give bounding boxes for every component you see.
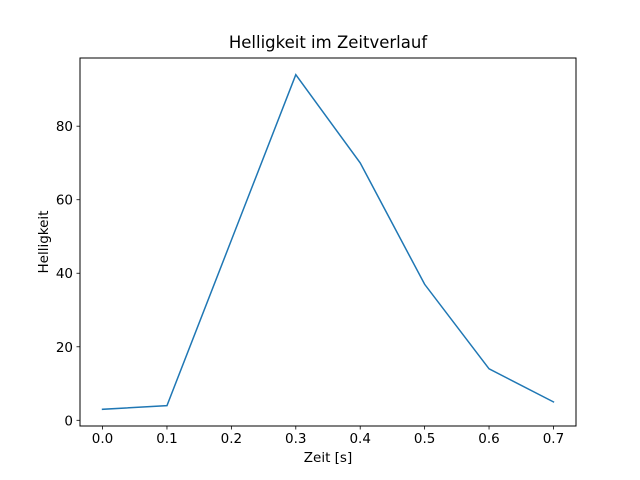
x-axis-tick-label: 0.6: [478, 431, 499, 447]
y-axis-tick-label: 40: [56, 266, 73, 282]
chart-title: Helligkeit im Zeitverlauf: [228, 33, 428, 52]
x-axis-label: Zeit [s]: [303, 450, 353, 466]
data-line: [101, 73, 555, 411]
x-axis-tick-label: 0.3: [285, 431, 306, 447]
y-axis-tick-label: 0: [64, 413, 73, 429]
x-axis-tick-label: 0.5: [414, 431, 435, 447]
x-axis-tick-label: 0.4: [349, 431, 370, 447]
x-axis-tick-label: 0.2: [221, 431, 242, 447]
x-axis-tick-label: 0.1: [156, 431, 177, 447]
x-axis-tick-label: 0.0: [92, 431, 113, 447]
y-axis-tick-label: 60: [56, 193, 73, 209]
y-axis-tick-label: 80: [56, 119, 73, 135]
axes-spines: [79, 57, 577, 427]
x-axis-tick-label: 0.7: [543, 431, 564, 447]
y-axis-label: Helligkeit: [35, 210, 52, 274]
y-axis-tick-label: 20: [56, 340, 73, 356]
